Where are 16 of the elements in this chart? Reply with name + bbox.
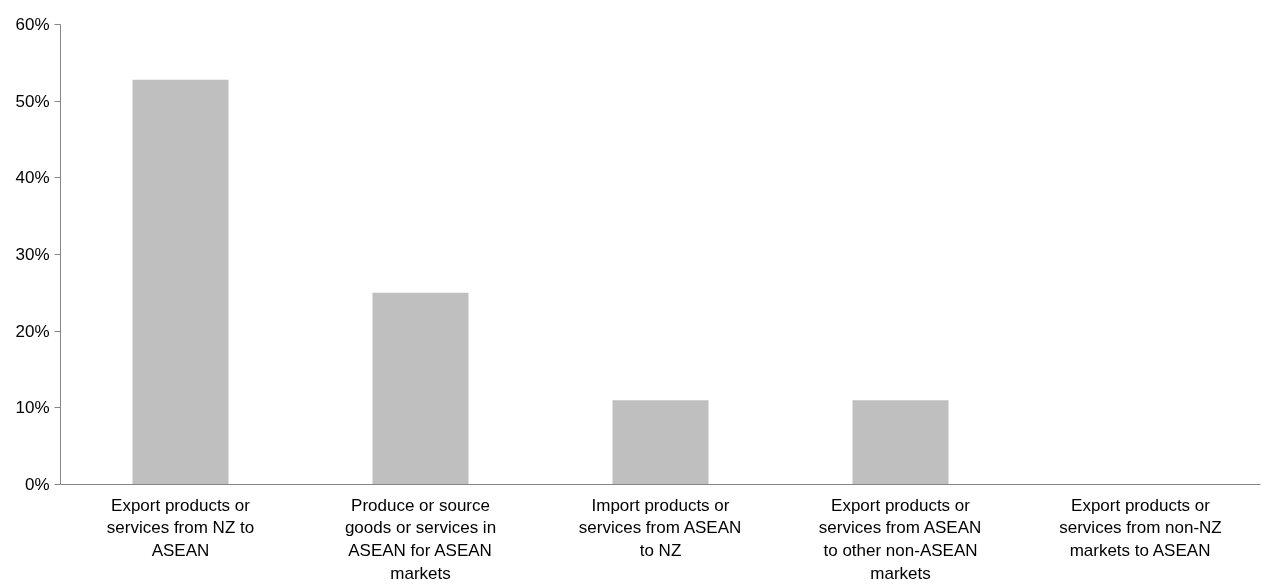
x-tick-label: Export products or services from non-NZ markets to ASEAN [1059, 495, 1222, 561]
bar [852, 400, 949, 485]
y-tick-label: 20% [15, 321, 50, 341]
y-tick-label: 10% [15, 398, 50, 418]
x-tick-label: Export products or services from NZ to ASEAN [106, 495, 255, 561]
y-tick-label: 0% [24, 475, 50, 494]
y-tick-label: 30% [15, 245, 50, 264]
bar [372, 292, 469, 485]
y-tick-label: 50% [15, 91, 50, 111]
y-tick-label: 60% [15, 15, 50, 34]
x-tick-label: Export products or services from ASEAN to other non-ASEAN markets [818, 495, 982, 583]
x-tick-label: Import products or services from ASEAN to NZ [578, 495, 742, 561]
y-tick-label: 40% [15, 168, 50, 188]
bar [612, 400, 709, 485]
bar [132, 79, 229, 485]
x-tick-label: Produce or source goods or services in ASEAN for ASEAN markets [344, 495, 497, 583]
